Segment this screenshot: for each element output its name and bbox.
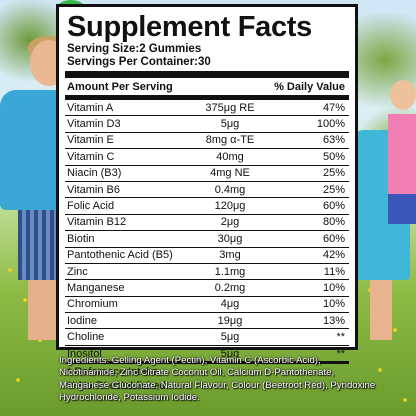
nutrient-amount: 5μg [220, 331, 240, 344]
nutrient-name: Folic Acid [67, 200, 115, 213]
table-row: Niacin (B3) 4mg NE 25% [65, 166, 349, 182]
amount-per-serving-header: Amount Per Serving [67, 81, 173, 93]
nutrient-daily-value: 60% [322, 200, 345, 213]
nutrient-name: Iodine [67, 314, 97, 327]
nutrient-daily-value: 11% [323, 265, 345, 278]
child-left-legs [28, 280, 58, 340]
table-row: Vitamin E 8mg α-TE 63% [65, 133, 349, 150]
daily-value-header: % Daily Value [274, 81, 345, 93]
table-row: Choline 5μg ** [65, 329, 349, 346]
table-row: Vitamin A 375μg RE 47% [65, 100, 349, 117]
nutrient-amount: 375μg RE [205, 101, 255, 114]
nutrient-daily-value: 63% [322, 134, 345, 147]
nutrient-name: Choline [67, 331, 105, 344]
note-no-ri: ** No RI established [67, 379, 166, 392]
nutrient-daily-value: ** [336, 347, 345, 360]
servings-per-container: Servings Per Container:30 [67, 56, 211, 68]
nutrient-name: Zinc [67, 265, 88, 278]
nutrient-name: Vitamin C [67, 150, 115, 163]
table-row: Iodine 19μg 13% [65, 313, 349, 330]
table-row: Manganese 0.2mg 10% [65, 280, 349, 297]
nutrient-name: Pantothenic Acid (B5) [67, 249, 173, 262]
table-row: Vitamin D3 5μg 100% [65, 116, 349, 133]
nutrient-amount: 5μg [220, 118, 240, 131]
nutrient-daily-value: 13% [322, 314, 345, 327]
nutrient-name: Biotin [67, 232, 95, 245]
table-row: Pantothenic Acid (B5) 3mg 42% [65, 248, 349, 264]
nutrient-daily-value: 60% [322, 232, 345, 245]
footnotes: * Reference Intake ** No RI established [65, 361, 349, 393]
nutrient-amount: 8mg α-TE [205, 134, 255, 147]
divider-mid [65, 95, 349, 99]
nutrient-daily-value: 42% [322, 249, 345, 262]
child-far-shirt [388, 114, 416, 194]
divider-thick [65, 71, 349, 78]
table-row: Vitamin B6 0.4mg 25% [65, 182, 349, 199]
child-far-head [390, 80, 416, 110]
child-right-legs [370, 280, 392, 340]
nutrient-daily-value: 50% [322, 150, 345, 163]
nutrient-daily-value: 47% [322, 101, 345, 114]
nutrient-amount: 2μg [220, 216, 240, 229]
nutrient-amount: 4μg [220, 298, 240, 311]
table-row: Folic Acid 120μg 60% [65, 198, 349, 215]
nutrient-name: Chromium [67, 298, 118, 311]
nutrient-name: Inositol [67, 347, 102, 360]
panel-title: Supplement Facts [67, 11, 312, 43]
nutrient-daily-value: 100% [316, 118, 345, 131]
nutrient-daily-value: 80% [322, 216, 345, 229]
nutrient-amount: 4mg NE [210, 167, 250, 180]
nutrient-daily-value: 10% [322, 281, 345, 294]
supplement-facts-panel: Supplement Facts Serving Size:2 Gummies … [56, 4, 358, 392]
child-far-skirt [388, 194, 416, 224]
nutrient-amount: 1.1mg [214, 265, 246, 278]
nutrient-daily-value: 10% [322, 298, 345, 311]
nutrient-daily-value: 25% [322, 183, 345, 196]
nutrient-daily-value: ** [336, 331, 345, 344]
nutrient-name: Vitamin D3 [67, 118, 121, 131]
nutrient-amount: 0.2mg [214, 281, 246, 294]
table-row: Vitamin C 40mg 50% [65, 149, 349, 166]
nutrient-amount: 0.4mg [214, 183, 246, 196]
nutrient-name: Niacin (B3) [67, 167, 122, 180]
ingredients-text: Ingredients: Gelling Agent (Pectin), Vit… [59, 355, 376, 404]
nutrient-amount: 3mg [219, 249, 241, 262]
table-row: Chromium 4μg 10% [65, 297, 349, 314]
table-row: Inositol 5μg ** [65, 346, 349, 361]
table-row: Biotin 30μg 60% [65, 231, 349, 248]
serving-size: Serving Size:2 Gummies [67, 43, 202, 55]
nutrient-amount: 19μg [217, 314, 243, 327]
nutrient-daily-value: 25% [322, 167, 345, 180]
nutrient-name: Vitamin B6 [67, 183, 120, 196]
table-row: Vitamin B12 2μg 80% [65, 215, 349, 232]
nutrient-amount: 30μg [217, 232, 243, 245]
nutrient-name: Vitamin E [67, 134, 114, 147]
nutrient-name: Vitamin B12 [67, 216, 127, 229]
nutrient-amount: 5μg [220, 347, 240, 360]
table-row: Zinc 1.1mg 11% [65, 264, 349, 281]
nutrient-name: Manganese [67, 281, 125, 294]
nutrient-amount: 40mg [216, 150, 244, 163]
child-far-right [388, 80, 416, 260]
nutrient-name: Vitamin A [67, 101, 114, 114]
table-header: Amount Per Serving % Daily Value [65, 79, 349, 95]
nutrient-amount: 120μg [214, 200, 246, 213]
note-reference-intake: * Reference Intake [67, 366, 159, 379]
nutrient-table: Vitamin A 375μg RE 47% Vitamin D3 5μg 100% Vit… [65, 99, 349, 361]
